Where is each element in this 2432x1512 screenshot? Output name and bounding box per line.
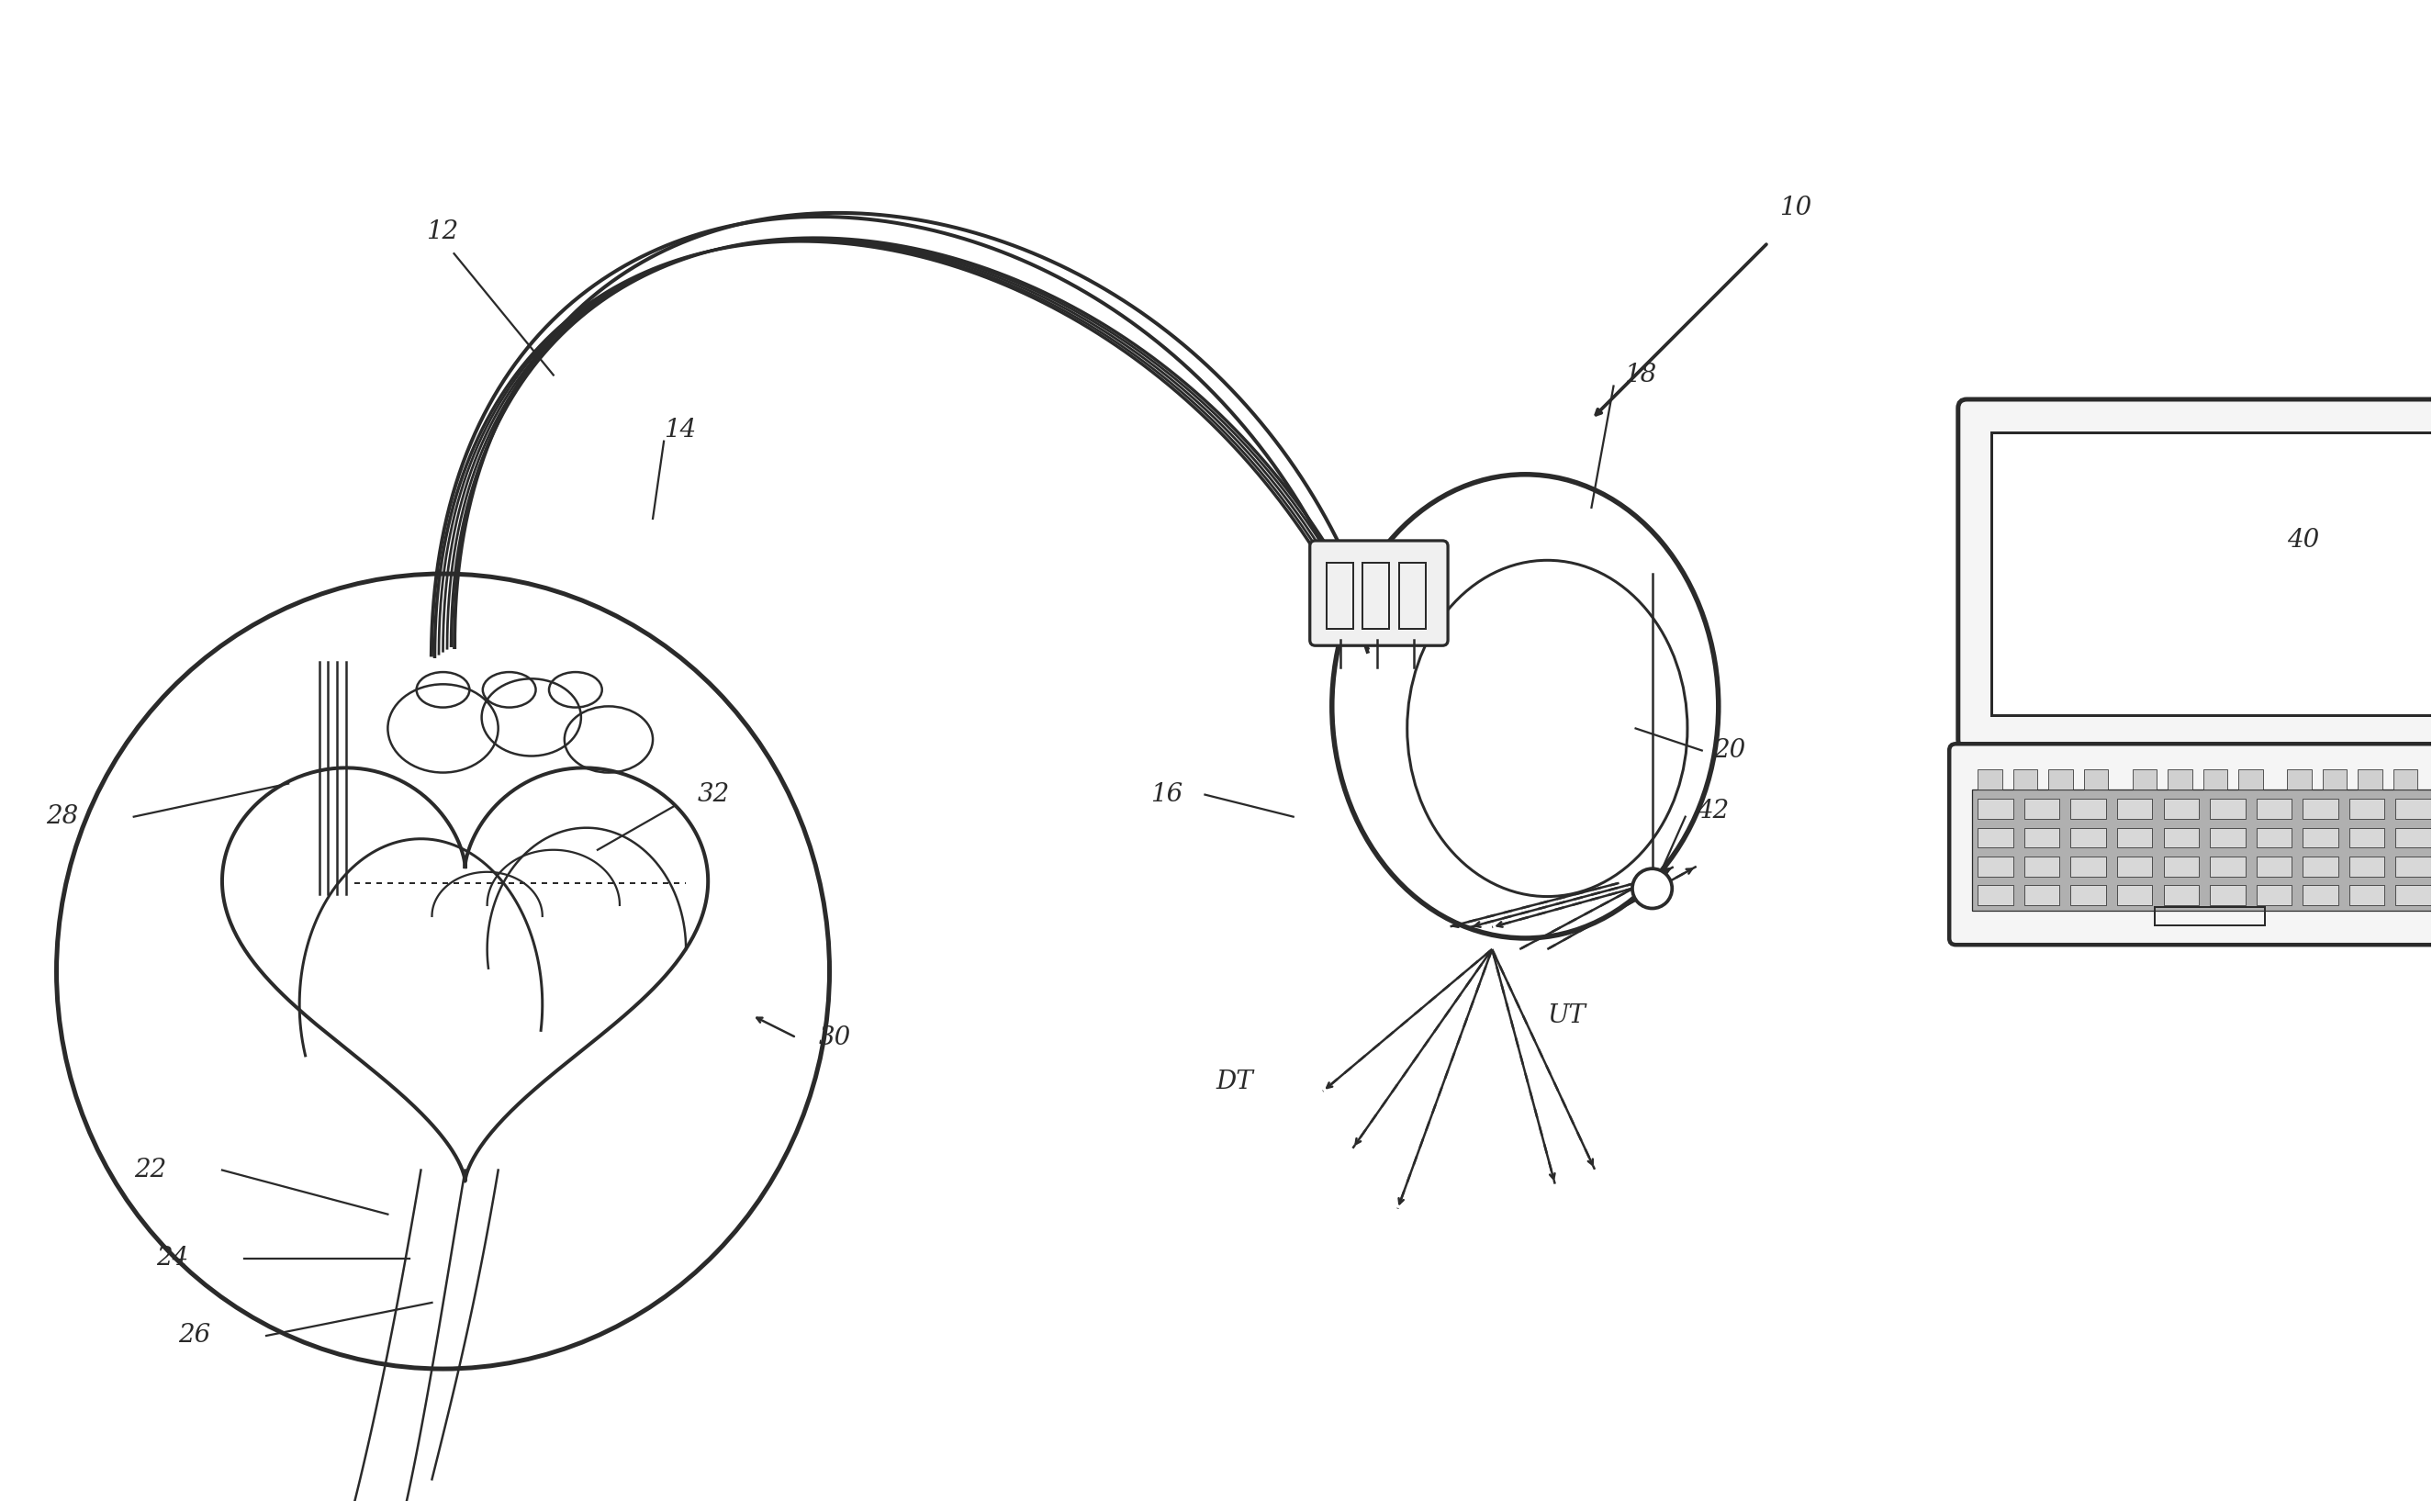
Bar: [2257, 885, 2291, 906]
Text: 10: 10: [1780, 195, 1812, 221]
Bar: [2349, 798, 2383, 820]
Bar: [2014, 770, 2038, 789]
Bar: [2023, 827, 2060, 848]
Bar: [2048, 770, 2072, 789]
Bar: [2211, 827, 2245, 848]
Bar: [2286, 770, 2310, 789]
Bar: [2118, 827, 2152, 848]
Text: UT: UT: [1547, 1002, 1586, 1028]
Bar: [2167, 770, 2191, 789]
Text: 22: 22: [134, 1158, 165, 1182]
Bar: [2023, 798, 2060, 820]
Bar: [2257, 856, 2291, 877]
Bar: [2349, 827, 2383, 848]
Bar: [2396, 827, 2430, 848]
Bar: [2070, 827, 2106, 848]
Bar: [2164, 827, 2199, 848]
Bar: [2023, 856, 2060, 877]
Text: 16: 16: [1150, 782, 1182, 807]
Bar: [2396, 798, 2430, 820]
Bar: [2164, 885, 2199, 906]
Text: 20: 20: [1712, 738, 1746, 764]
Bar: [2211, 856, 2245, 877]
Bar: [2155, 907, 2264, 925]
Bar: [2303, 885, 2337, 906]
Text: 40: 40: [2286, 528, 2320, 553]
Bar: [2257, 827, 2291, 848]
Circle shape: [1632, 868, 1673, 909]
Text: 32: 32: [698, 782, 730, 807]
Bar: [2257, 798, 2291, 820]
Bar: [1972, 789, 2432, 910]
Bar: [2023, 885, 2060, 906]
Bar: [2396, 856, 2430, 877]
Bar: [2359, 770, 2381, 789]
Text: 42: 42: [1698, 798, 1729, 824]
Text: 18: 18: [1625, 363, 1656, 387]
Bar: [2237, 770, 2262, 789]
Bar: [2393, 770, 2417, 789]
Bar: [2084, 770, 2109, 789]
Text: 28: 28: [46, 804, 78, 829]
Bar: [2164, 798, 2199, 820]
Bar: [1398, 562, 1425, 629]
Bar: [2070, 856, 2106, 877]
Text: 24: 24: [156, 1246, 187, 1270]
Bar: [2303, 827, 2337, 848]
Bar: [2303, 798, 2337, 820]
Bar: [2396, 885, 2430, 906]
Bar: [2118, 798, 2152, 820]
Bar: [2164, 856, 2199, 877]
Bar: [2303, 856, 2337, 877]
Bar: [2323, 770, 2347, 789]
Text: DT: DT: [1216, 1069, 1252, 1095]
Bar: [2211, 798, 2245, 820]
Bar: [1977, 798, 2014, 820]
Bar: [1362, 562, 1389, 629]
FancyBboxPatch shape: [1958, 399, 2432, 748]
Text: 12: 12: [426, 219, 460, 243]
Bar: [1977, 856, 2014, 877]
Bar: [2203, 770, 2228, 789]
Text: 26: 26: [178, 1323, 209, 1349]
Bar: [1325, 562, 1352, 629]
Bar: [1992, 432, 2432, 715]
Bar: [1977, 770, 2002, 789]
Bar: [2118, 885, 2152, 906]
FancyBboxPatch shape: [1311, 541, 1447, 646]
Text: 14: 14: [664, 417, 696, 443]
Bar: [1977, 827, 2014, 848]
Bar: [2118, 856, 2152, 877]
Bar: [2070, 885, 2106, 906]
Text: 30: 30: [820, 1025, 851, 1049]
Bar: [1977, 885, 2014, 906]
Bar: [2211, 885, 2245, 906]
Bar: [2070, 798, 2106, 820]
Bar: [2349, 856, 2383, 877]
FancyBboxPatch shape: [1950, 744, 2432, 945]
Bar: [2349, 885, 2383, 906]
Bar: [2133, 770, 2157, 789]
